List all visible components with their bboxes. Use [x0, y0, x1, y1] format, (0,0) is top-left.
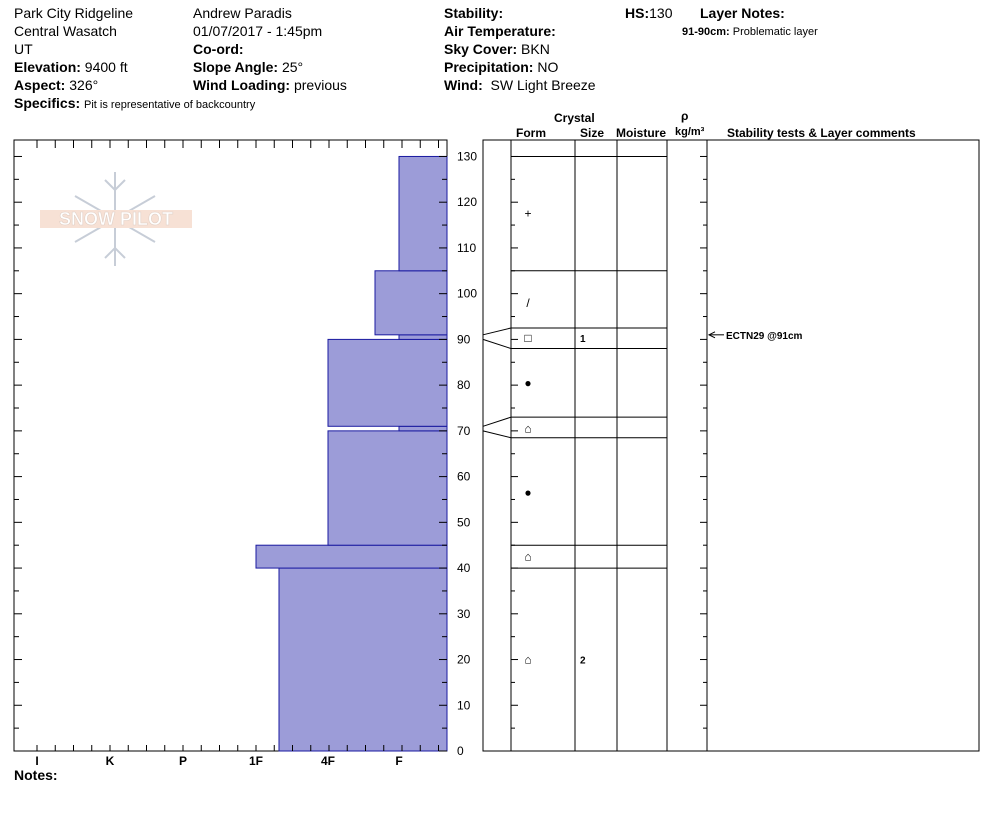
crystal-form: ⌂	[524, 422, 531, 436]
sky-cover: Sky Cover: BKN	[444, 41, 550, 57]
crystal-header: Crystal	[554, 111, 595, 125]
layer-table-frame	[482, 139, 980, 752]
observation-datetime: 01/07/2017 - 1:45pm	[193, 23, 323, 39]
layer-connector	[482, 327, 512, 336]
crystal-form: +	[524, 207, 531, 221]
aspect: Aspect: 326°	[14, 77, 99, 93]
hs: HS:130	[625, 5, 673, 21]
x-tick-label: K	[106, 754, 115, 768]
y-tick-label: 10	[457, 698, 471, 712]
observer-name: Andrew Paradis	[193, 5, 292, 21]
snowpilot-logo: SNOW PILOT	[40, 172, 192, 266]
x-tick-label: P	[179, 754, 187, 768]
crystal-size: 1	[580, 334, 586, 345]
rho-header: ρ	[681, 109, 688, 123]
crystal-form: ●	[524, 376, 531, 390]
form-header: Form	[516, 126, 546, 140]
wind-loading: Wind Loading: previous	[193, 77, 347, 93]
notes-label: Notes:	[14, 767, 58, 783]
elevation: Elevation: 9400 ft	[14, 59, 128, 75]
svg-text:SNOW PILOT: SNOW PILOT	[59, 209, 173, 229]
layer-connector	[482, 430, 512, 439]
hardness-bar-5	[398, 334, 448, 340]
y-tick-label: 110	[457, 241, 476, 255]
x-tick-label: 1F	[249, 754, 263, 768]
y-tick-label: 130	[457, 149, 477, 163]
crystal-form: ⌂	[524, 550, 531, 564]
y-tick-label: 100	[457, 287, 477, 301]
y-tick-label: 80	[457, 378, 471, 392]
y-tick-label: 0	[457, 744, 464, 758]
x-tick-label: F	[395, 754, 402, 768]
hardness-bar-3	[398, 425, 448, 432]
y-tick-label: 50	[457, 515, 471, 529]
hardness-bar-4	[327, 338, 448, 427]
stability-test-label: ECTN29 @91cm	[726, 331, 803, 342]
x-tick-label: I	[35, 754, 38, 768]
layer-notes-label: Layer Notes:	[700, 5, 785, 21]
y-tick-label: 60	[457, 470, 471, 484]
y-tick-label: 70	[457, 424, 471, 438]
y-tick-label: 20	[457, 653, 471, 667]
hardness-bar-2	[327, 430, 448, 546]
y-tick-label: 120	[457, 195, 477, 209]
layer-connector	[482, 338, 512, 350]
stability-header: Stability tests & Layer comments	[727, 126, 916, 140]
y-tick-label: 40	[457, 561, 471, 575]
size-header: Size	[580, 126, 604, 140]
stability: Stability:	[444, 5, 504, 21]
density-unit-header: kg/m³	[675, 126, 705, 138]
slope-angle: Slope Angle: 25°	[193, 59, 304, 75]
precipitation: Precipitation: NO	[444, 59, 559, 75]
hardness-bar-0	[278, 567, 448, 752]
mountain-range: Central Wasatch	[14, 23, 117, 39]
layer-note: 91-90cm: Problematic layer	[682, 26, 818, 38]
specifics: Specifics: Pit is representative of back…	[14, 95, 256, 111]
location: Park City Ridgeline	[14, 5, 134, 21]
hardness-bar-7	[398, 155, 448, 272]
crystal-form: /	[526, 296, 530, 310]
x-tick-label: 4F	[321, 754, 335, 768]
wind: Wind: SW Light Breeze	[444, 77, 596, 93]
crystal-form: ●	[524, 486, 531, 500]
y-tick-label: 90	[457, 332, 471, 346]
table-headers: Crystal Form Size Moisture ρ kg/m³ Stabi…	[516, 109, 916, 140]
crystal-form: □	[524, 331, 531, 345]
y-tick-label: 30	[457, 607, 471, 621]
coord: Co-ord:	[193, 41, 244, 57]
crystal-form: ⌂	[524, 653, 531, 667]
hardness-bar-1	[255, 544, 448, 569]
hardness-bar-6	[374, 270, 448, 336]
layer-connector	[482, 416, 512, 427]
state: UT	[14, 41, 33, 57]
moisture-header: Moisture	[616, 126, 666, 140]
air-temperature: Air Temperature:	[444, 23, 556, 39]
test-arrow-head	[707, 331, 716, 339]
crystal-size: 2	[580, 656, 586, 667]
